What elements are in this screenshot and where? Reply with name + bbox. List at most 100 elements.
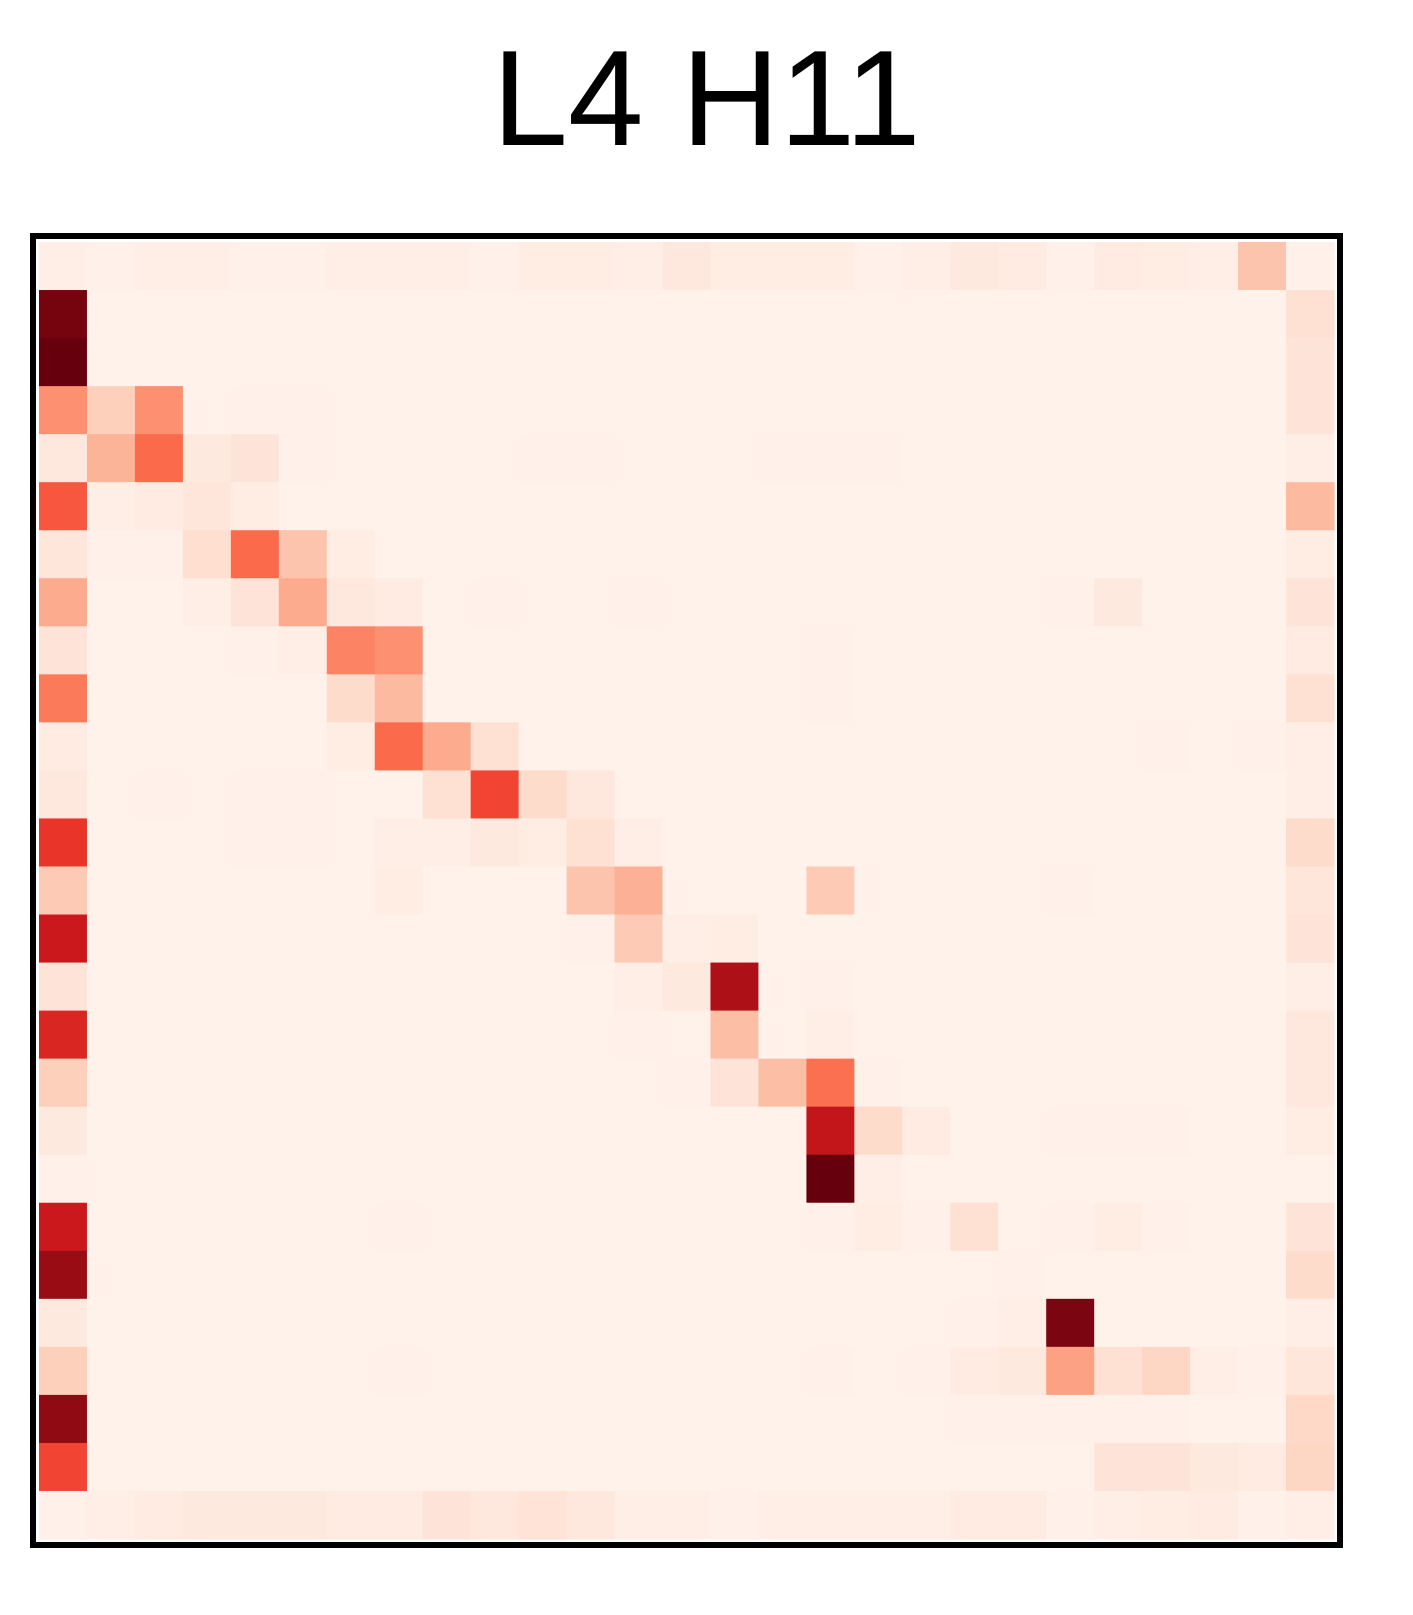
heatmap-cell-r23-c22: [1094, 1346, 1143, 1396]
heatmap-cell-r1-c14: [710, 290, 760, 339]
heatmap-cell-r13-c1: [86, 866, 136, 916]
heatmap-cell-r4-c18: [902, 434, 951, 483]
heatmap-cell-r6-c26: [1286, 530, 1335, 579]
heatmap-cell-r26-c21: [1046, 1490, 1095, 1540]
heatmap-cell-r24-c8: [422, 1394, 472, 1444]
heatmap-cell-r7-c11: [566, 578, 616, 627]
heatmap-cell-r2-c25: [1238, 338, 1287, 387]
heatmap-cell-r5-c22: [1094, 482, 1143, 531]
heatmap-cell-r6-c10: [518, 530, 568, 579]
heatmap-cell-r24-c16: [806, 1394, 855, 1444]
heatmap-cell-r9-c4: [230, 674, 280, 723]
heatmap-cell-r18-c21: [1046, 1106, 1095, 1156]
heatmap-cell-r17-c26: [1286, 1058, 1335, 1108]
heatmap-cell-r4-c15: [758, 434, 807, 483]
heatmap-cell-r19-c2: [134, 1154, 184, 1204]
heatmap-cell-r23-c13: [662, 1346, 712, 1396]
heatmap-cell-r22-c5: [278, 1298, 328, 1348]
heatmap-cell-r26-c22: [1094, 1490, 1143, 1540]
heatmap-cell-r6-c25: [1238, 530, 1287, 579]
heatmap-cell-r3-c11: [566, 386, 616, 435]
heatmap-cell-r26-c19: [950, 1490, 999, 1540]
heatmap-cell-r13-c10: [518, 866, 568, 916]
heatmap-cell-r2-c23: [1142, 338, 1191, 387]
heatmap-cell-r18-c8: [422, 1106, 472, 1156]
heatmap-cell-r2-c8: [422, 338, 472, 387]
heatmap-cell-r14-c19: [950, 914, 999, 964]
heatmap-cell-r9-c2: [134, 674, 184, 723]
heatmap-cell-r26-c26: [1286, 1490, 1335, 1540]
heatmap-cell-r8-c25: [1238, 626, 1287, 675]
heatmap-cell-r22-c17: [854, 1298, 903, 1348]
heatmap-cell-r7-c3: [182, 578, 232, 627]
heatmap-cell-r5-c11: [566, 482, 616, 531]
heatmap-cell-r13-c6: [326, 866, 376, 916]
heatmap-cell-r11-c8: [422, 770, 472, 820]
heatmap-cell-r2-c24: [1190, 338, 1239, 387]
heatmap-cell-r7-c4: [230, 578, 280, 627]
heatmap-cell-r1-c26: [1286, 290, 1335, 339]
heatmap-cell-r21-c18: [902, 1250, 951, 1300]
heatmap-cell-r14-c22: [1094, 914, 1143, 964]
heatmap-cell-r11-c4: [230, 770, 280, 820]
heatmap-cell-r14-c1: [86, 914, 136, 964]
heatmap-cell-r17-c0: [39, 1058, 88, 1108]
heatmap-cell-r8-c21: [1046, 626, 1095, 675]
heatmap-cell-r16-c11: [566, 1010, 616, 1060]
heatmap-cell-r15-c9: [470, 962, 520, 1012]
heatmap-cell-r13-c22: [1094, 866, 1143, 916]
heatmap-cell-r11-c12: [614, 770, 664, 820]
heatmap-cell-r0-c16: [806, 242, 855, 291]
heatmap-cell-r3-c15: [758, 386, 807, 435]
heatmap-cell-r15-c15: [758, 962, 807, 1012]
heatmap-cell-r18-c17: [854, 1106, 903, 1156]
heatmap-cell-r18-c26: [1286, 1106, 1335, 1156]
chart-title: L4 H11: [492, 22, 921, 174]
heatmap-cell-r25-c9: [470, 1442, 520, 1492]
heatmap-cell-r17-c19: [950, 1058, 999, 1108]
heatmap-cell-r10-c19: [950, 722, 999, 772]
heatmap-cell-r13-c4: [230, 866, 280, 916]
heatmap-cell-r12-c12: [614, 818, 664, 868]
heatmap-cell-r5-c16: [806, 482, 855, 531]
heatmap-cell-r8-c9: [470, 626, 520, 675]
heatmap-cell-r18-c18: [902, 1106, 951, 1156]
heatmap-cell-r16-c14: [710, 1010, 760, 1060]
heatmap-cell-r15-c8: [422, 962, 472, 1012]
heatmap-cell-r25-c23: [1142, 1442, 1191, 1492]
heatmap-cell-r9-c25: [1238, 674, 1287, 723]
heatmap-cell-r20-c12: [614, 1202, 664, 1252]
heatmap-cell-r5-c14: [710, 482, 760, 531]
heatmap-cell-r6-c19: [950, 530, 999, 579]
heatmap-cell-r11-c7: [374, 770, 424, 820]
heatmap-cell-r3-c2: [134, 386, 184, 435]
heatmap-cell-r18-c6: [326, 1106, 376, 1156]
heatmap-cell-r1-c23: [1142, 290, 1191, 339]
heatmap-cell-r7-c6: [326, 578, 376, 627]
heatmap-cell-r25-c16: [806, 1442, 855, 1492]
heatmap-cell-r14-c7: [374, 914, 424, 964]
heatmap-cell-r1-c24: [1190, 290, 1239, 339]
heatmap-cell-r8-c19: [950, 626, 999, 675]
heatmap-cell-r23-c1: [86, 1346, 136, 1396]
heatmap-cell-r13-c11: [566, 866, 616, 916]
heatmap-cell-r10-c22: [1094, 722, 1143, 772]
heatmap-cell-r24-c21: [1046, 1394, 1095, 1444]
heatmap-cell-r10-c14: [710, 722, 760, 772]
heatmap-cell-r4-c5: [278, 434, 328, 483]
heatmap-cell-r25-c4: [230, 1442, 280, 1492]
heatmap-cell-r20-c15: [758, 1202, 807, 1252]
heatmap-cell-r10-c21: [1046, 722, 1095, 772]
heatmap-cell-r6-c18: [902, 530, 951, 579]
heatmap-cell-r14-c3: [182, 914, 232, 964]
heatmap-cell-r4-c6: [326, 434, 376, 483]
heatmap-cell-r19-c16: [806, 1154, 855, 1204]
heatmap-cell-r0-c4: [230, 242, 280, 291]
heatmap-cell-r8-c11: [566, 626, 616, 675]
heatmap-cell-r11-c14: [710, 770, 760, 820]
heatmap-cell-r6-c7: [374, 530, 424, 579]
heatmap-cell-r16-c3: [182, 1010, 232, 1060]
heatmap-cell-r23-c12: [614, 1346, 664, 1396]
heatmap-cell-r2-c16: [806, 338, 855, 387]
heatmap-cell-r8-c1: [86, 626, 136, 675]
